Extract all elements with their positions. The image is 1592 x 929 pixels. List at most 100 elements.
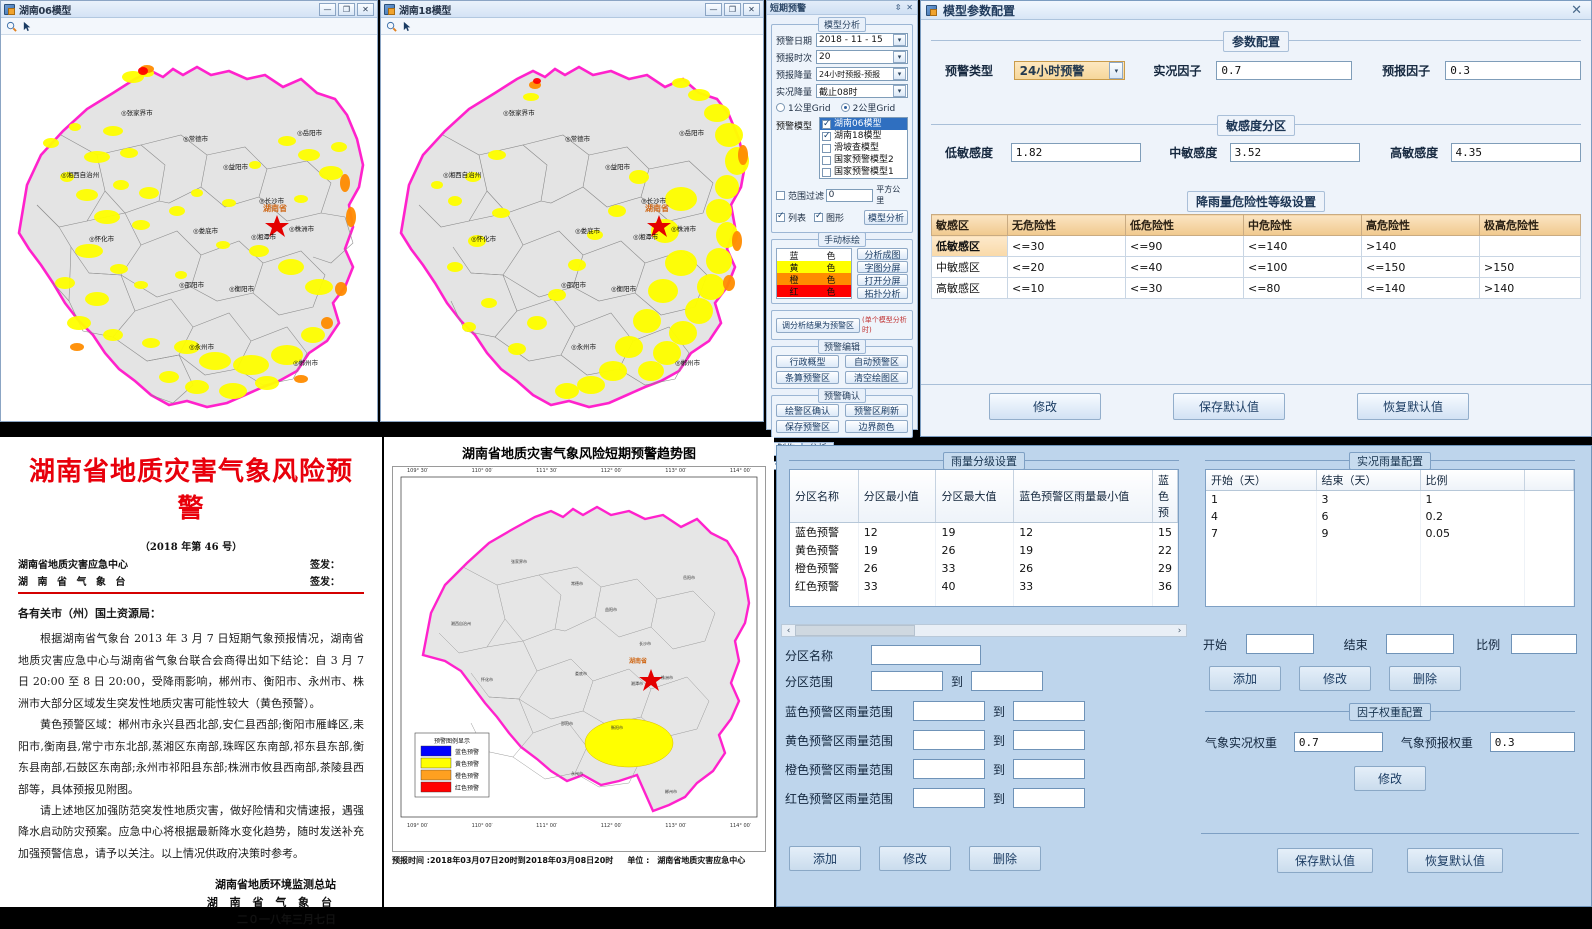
input-zone-range-from[interactable] bbox=[871, 671, 943, 691]
pointer-icon[interactable] bbox=[22, 21, 33, 32]
check-show-table[interactable]: 列表 bbox=[776, 211, 806, 224]
checkbox-icon-on[interactable] bbox=[822, 130, 831, 142]
panel-footer-buttons[interactable]: 保存默认值 恢复默认值 bbox=[1197, 834, 1583, 873]
input-orange-from[interactable] bbox=[913, 759, 985, 779]
rain-grade-form[interactable]: 分区名称 分区范围 到 蓝色预警区雨量范围 到 黄色预警区雨量范围 bbox=[781, 637, 1187, 808]
input-forecast-weight[interactable]: 0.3 bbox=[1489, 732, 1575, 752]
combo-forecast-time[interactable]: 20 ▾ bbox=[816, 50, 908, 64]
report-map-frame[interactable]: 109° 30′ 110° 00′ 111° 30′ 112° 00′ 113°… bbox=[392, 466, 766, 852]
dialog-footer-buttons[interactable]: 修改 保存默认值 恢复默认值 bbox=[989, 393, 1469, 420]
button-border-color[interactable]: 边界颜色 bbox=[845, 420, 908, 433]
button-convert-to-warn-zone[interactable]: 调分析结果为预警区 bbox=[776, 317, 860, 333]
table-row[interactable]: 低敏感区 <=30 <=90 <=140 >140 bbox=[931, 235, 1581, 257]
table-row[interactable]: 4 6 0.2 bbox=[1206, 507, 1574, 525]
input-low-sensitivity[interactable]: 1.82 bbox=[1010, 143, 1142, 162]
color-row-orange[interactable]: 橙色 bbox=[777, 273, 851, 286]
window-buttons-06[interactable]: — ❐ ✕ bbox=[319, 2, 374, 16]
button-auto-warn-zone[interactable]: 自动预警区 bbox=[845, 355, 908, 368]
checkbox-icon-off[interactable] bbox=[822, 143, 831, 153]
table-row[interactable] bbox=[1206, 575, 1574, 593]
checkbox-icon-off[interactable] bbox=[822, 155, 831, 165]
radio-grid-2km[interactable]: 2公里Grid bbox=[840, 101, 895, 114]
input-yellow-from[interactable] bbox=[913, 730, 985, 750]
color-row-red[interactable]: 红色 bbox=[777, 285, 851, 298]
input-red-to[interactable] bbox=[1013, 788, 1086, 808]
input-mid-sensitivity[interactable]: 3.52 bbox=[1229, 143, 1361, 162]
input-blue-from[interactable] bbox=[913, 701, 985, 721]
horizontal-scrollbar-grade[interactable]: ‹ › bbox=[781, 624, 1187, 637]
identify-icon[interactable] bbox=[6, 21, 17, 32]
modify-button[interactable]: 修改 bbox=[989, 393, 1101, 420]
row-area-filter[interactable]: 范围过滤 0 平方公里 bbox=[776, 184, 908, 206]
warning-document[interactable]: 湖南省地质灾害气象风险预警 （2018 年第 46 号） 湖南省地质灾害应急中心… bbox=[0, 437, 382, 926]
restore-default-button[interactable]: 恢复默认值 bbox=[1357, 393, 1469, 420]
input-ratio[interactable] bbox=[1510, 634, 1578, 654]
table-row[interactable]: 7 9 0.05 bbox=[1206, 524, 1574, 542]
input-real-weight[interactable]: 0.7 bbox=[1293, 732, 1383, 752]
chevron-down-icon[interactable]: ▾ bbox=[1109, 62, 1124, 79]
restore-default-button[interactable]: 恢复默认值 bbox=[1407, 848, 1503, 873]
save-default-button[interactable]: 保存默认值 bbox=[1173, 393, 1285, 420]
list-item[interactable]: 湖南06模型 bbox=[820, 118, 907, 130]
scrollbar-thumb[interactable] bbox=[795, 625, 915, 636]
table-row[interactable] bbox=[1206, 592, 1574, 606]
dialog-model-parameter-config[interactable]: 模型参数配置 ✕ 参数配置 预警类型 24小时预警 ▾ 实况因子 0.7 预报因… bbox=[920, 0, 1592, 437]
rain-grade-buttons[interactable]: 添加 修改 删除 bbox=[789, 846, 1041, 871]
table-row[interactable]: 蓝色预警 12 19 12 15 bbox=[790, 522, 1178, 541]
actual-rain-form[interactable]: 开始 结束 比例 bbox=[1197, 622, 1583, 654]
table-row[interactable]: 1 3 1 bbox=[1206, 490, 1574, 508]
button-admin-model[interactable]: 行政概型 bbox=[776, 355, 839, 368]
checkbox-icon-on[interactable] bbox=[814, 211, 824, 222]
map-toolbar-06[interactable] bbox=[1, 18, 377, 35]
chevron-down-icon[interactable]: ▾ bbox=[893, 51, 906, 63]
maximize-button[interactable]: ❐ bbox=[724, 2, 741, 16]
chevron-down-icon[interactable]: ▾ bbox=[893, 34, 906, 46]
window-map-06[interactable]: 湖南06模型 — ❐ ✕ bbox=[0, 0, 378, 422]
list-item[interactable]: 国家预警模型2 bbox=[820, 154, 907, 166]
button-split-screen[interactable]: 字图分屏 bbox=[857, 261, 908, 274]
window-titlebar-06[interactable]: 湖南06模型 — ❐ ✕ bbox=[1, 1, 377, 18]
modify-weight-button[interactable]: 修改 bbox=[1354, 766, 1426, 791]
table-row[interactable] bbox=[790, 595, 1178, 606]
actual-rain-buttons[interactable]: 添加 修改 删除 bbox=[1197, 654, 1583, 691]
minimize-button[interactable]: — bbox=[319, 2, 336, 16]
combo-warn-date[interactable]: 2018 - 11 - 15 ▾ bbox=[816, 33, 908, 47]
save-default-button[interactable]: 保存默认值 bbox=[1277, 848, 1373, 873]
window-map-18[interactable]: 湖南18模型 — ❐ ✕ bbox=[380, 0, 764, 422]
close-icon[interactable]: ✕ bbox=[1571, 2, 1582, 18]
input-orange-to[interactable] bbox=[1013, 759, 1086, 779]
input-area-filter[interactable]: 0 bbox=[825, 188, 874, 202]
delete-button[interactable]: 删除 bbox=[1389, 666, 1461, 691]
field-actual-rain[interactable]: 实况降量 截止08时 ▾ bbox=[776, 84, 908, 98]
checkbox-icon-off[interactable] bbox=[822, 167, 831, 177]
close-button[interactable]: ✕ bbox=[357, 2, 374, 16]
add-button[interactable]: 添加 bbox=[1209, 666, 1281, 691]
listbox-models[interactable]: 湖南06模型 湖南18模型 滑坡查模型 国家预警模型2 国家预警模型1 bbox=[819, 117, 908, 179]
list-item[interactable]: 国家预警模型1 bbox=[820, 166, 907, 178]
input-zone-name[interactable] bbox=[871, 645, 981, 665]
scroll-right-icon[interactable]: › bbox=[1177, 625, 1182, 636]
table-row[interactable]: 黄色预警 19 26 19 22 bbox=[790, 541, 1178, 559]
add-button[interactable]: 添加 bbox=[789, 846, 861, 871]
chevron-down-icon[interactable]: ▾ bbox=[893, 68, 906, 80]
dialog-titlebar[interactable]: 模型参数配置 ✕ bbox=[921, 1, 1591, 20]
button-clear-draw-zone[interactable]: 清空绘图区 bbox=[845, 371, 908, 384]
button-open-split[interactable]: 打开分屏 bbox=[857, 274, 908, 287]
identify-icon[interactable] bbox=[386, 21, 397, 32]
map-toolbar-18[interactable] bbox=[381, 18, 763, 35]
input-red-from[interactable] bbox=[913, 788, 985, 808]
window-titlebar-18[interactable]: 湖南18模型 — ❐ ✕ bbox=[381, 1, 763, 18]
window-buttons-18[interactable]: — ❐ ✕ bbox=[705, 2, 760, 16]
list-item[interactable]: 湖南18模型 bbox=[820, 130, 907, 142]
map-canvas-06[interactable]: ◎张家界市 ◎常德市 ◎益阳市 ◎长沙市 ◎株洲市 ◎湘潭市 ◎娄底市 ◎怀化市… bbox=[1, 35, 377, 421]
modify-button[interactable]: 修改 bbox=[1299, 666, 1371, 691]
table-row[interactable]: 橙色预警 26 33 26 29 bbox=[790, 559, 1178, 577]
button-analyze-map[interactable]: 分析成图 bbox=[857, 248, 908, 261]
modify-button[interactable]: 修改 bbox=[879, 846, 951, 871]
color-row-yellow[interactable]: 黄色 bbox=[777, 261, 851, 274]
input-yellow-to[interactable] bbox=[1013, 730, 1086, 750]
pointer-icon[interactable] bbox=[402, 21, 413, 32]
combo-forecast-rain[interactable]: 24小时预报-预报 ▾ bbox=[816, 67, 908, 81]
list-item[interactable]: 滑坡查模型 bbox=[820, 142, 907, 154]
table-row[interactable]: 中敏感区 <=20 <=40 <=100 <=150 >150 bbox=[931, 256, 1581, 278]
